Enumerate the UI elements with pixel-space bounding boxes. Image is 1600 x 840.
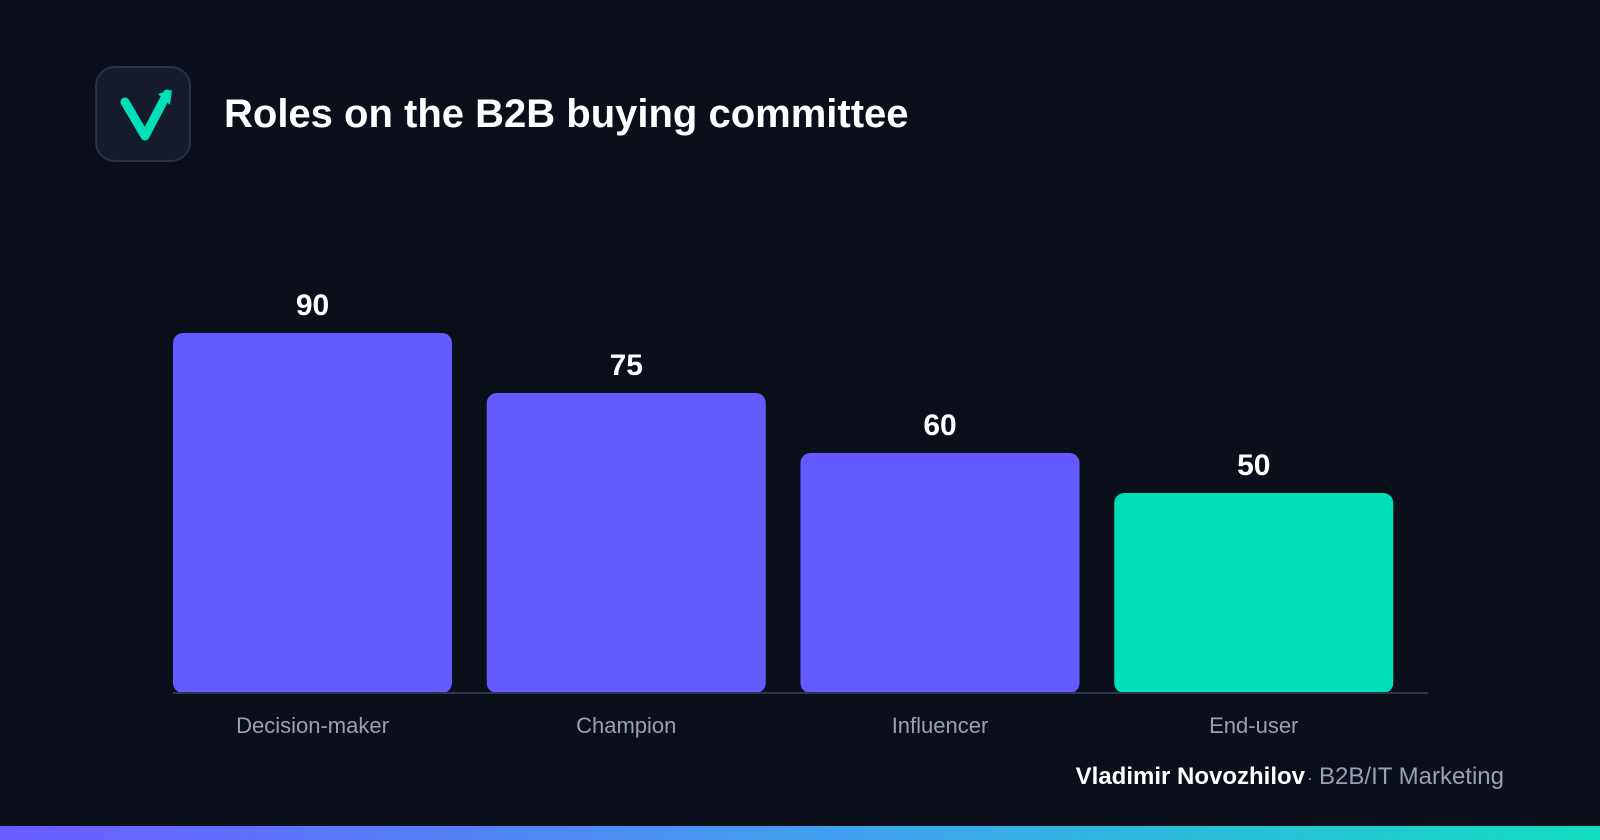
data-label: 75 — [610, 349, 643, 382]
footer-credit: Vladimir Novozhilov · B2B/IT Marketing — [1076, 762, 1504, 793]
check-arrow-icon — [120, 89, 172, 141]
bar-end-user — [1114, 493, 1394, 693]
bars-group — [173, 333, 1394, 693]
bar-chart: 90 Decision-maker 75 Champion 60 Influencer 50… — [173, 289, 1428, 738]
x-tick-label: Influencer — [892, 713, 989, 738]
page-title: Roles on the B2B buying committee — [224, 92, 909, 136]
x-tick-label: Champion — [576, 713, 676, 738]
x-tick-label: End-user — [1209, 713, 1298, 738]
labels-group: 90 Decision-maker 75 Champion 60 Influencer 50… — [236, 289, 1298, 738]
data-label: 90 — [296, 289, 329, 322]
logo — [95, 66, 191, 162]
footer-separator: · — [1307, 768, 1314, 788]
data-label: 50 — [1237, 449, 1270, 482]
bar-influencer — [800, 453, 1080, 693]
data-label: 60 — [923, 409, 956, 442]
bar-decision-maker — [173, 333, 452, 693]
author-role: B2B/IT Marketing — [1319, 763, 1504, 790]
x-tick-label: Decision-maker — [236, 713, 389, 738]
bar-champion — [486, 393, 766, 693]
author-name: Vladimir Novozhilov — [1075, 763, 1306, 790]
bottom-gradient-bar — [0, 826, 1600, 840]
